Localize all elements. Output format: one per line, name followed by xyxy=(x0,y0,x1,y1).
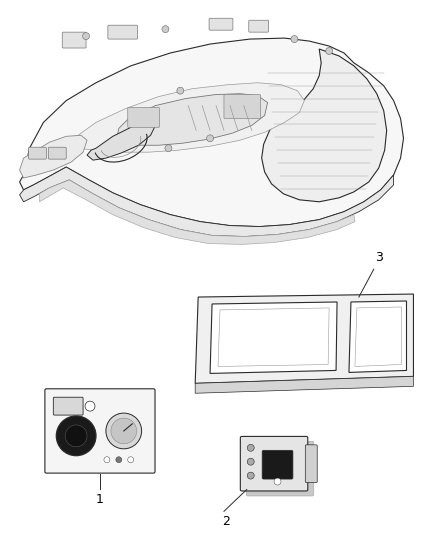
Polygon shape xyxy=(349,301,406,373)
Circle shape xyxy=(83,33,89,39)
Polygon shape xyxy=(51,83,304,160)
FancyBboxPatch shape xyxy=(108,25,138,39)
FancyBboxPatch shape xyxy=(240,437,308,491)
Circle shape xyxy=(247,458,254,465)
FancyBboxPatch shape xyxy=(246,441,314,496)
FancyBboxPatch shape xyxy=(128,108,159,127)
Polygon shape xyxy=(39,180,355,245)
Circle shape xyxy=(106,413,141,449)
Circle shape xyxy=(57,416,96,456)
FancyBboxPatch shape xyxy=(249,20,268,32)
Circle shape xyxy=(207,135,214,142)
Polygon shape xyxy=(355,307,402,367)
Circle shape xyxy=(128,457,134,463)
Polygon shape xyxy=(20,167,394,237)
Circle shape xyxy=(104,457,110,463)
FancyBboxPatch shape xyxy=(28,147,46,159)
Circle shape xyxy=(65,425,87,447)
Circle shape xyxy=(291,36,298,43)
Polygon shape xyxy=(261,49,387,202)
FancyBboxPatch shape xyxy=(48,147,66,159)
Circle shape xyxy=(177,87,184,94)
Circle shape xyxy=(274,478,281,485)
Polygon shape xyxy=(218,308,329,367)
Text: 3: 3 xyxy=(375,251,383,264)
Circle shape xyxy=(85,401,95,411)
Polygon shape xyxy=(195,376,413,393)
Polygon shape xyxy=(117,94,268,145)
Circle shape xyxy=(116,457,122,463)
Polygon shape xyxy=(20,135,87,178)
FancyBboxPatch shape xyxy=(224,95,261,118)
FancyBboxPatch shape xyxy=(209,18,233,30)
FancyBboxPatch shape xyxy=(62,32,86,48)
Circle shape xyxy=(162,26,169,33)
FancyBboxPatch shape xyxy=(262,450,293,479)
Text: 2: 2 xyxy=(222,515,230,528)
FancyBboxPatch shape xyxy=(45,389,155,473)
Circle shape xyxy=(165,145,172,152)
Polygon shape xyxy=(20,38,403,227)
Circle shape xyxy=(111,418,137,444)
Text: 1: 1 xyxy=(96,494,104,506)
Circle shape xyxy=(247,445,254,451)
Circle shape xyxy=(325,47,332,54)
Polygon shape xyxy=(195,294,413,383)
Polygon shape xyxy=(210,302,337,374)
Circle shape xyxy=(247,472,254,479)
FancyBboxPatch shape xyxy=(53,397,83,415)
FancyBboxPatch shape xyxy=(305,445,317,482)
Polygon shape xyxy=(87,120,155,160)
